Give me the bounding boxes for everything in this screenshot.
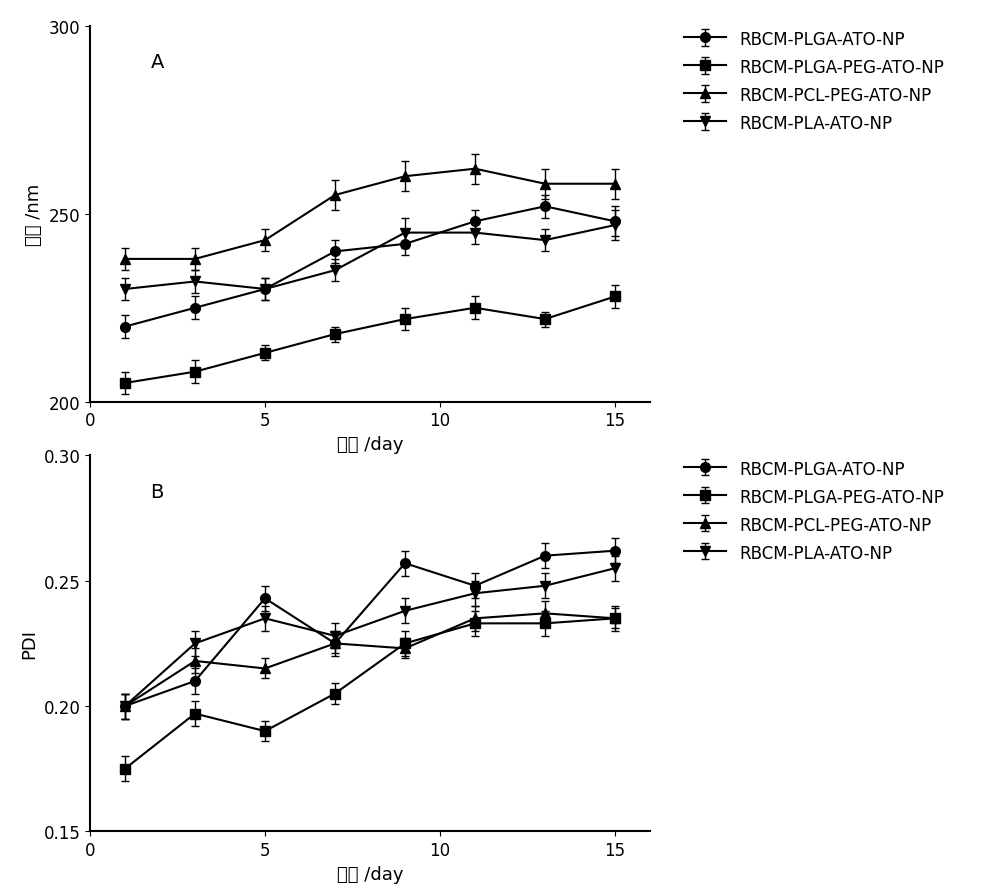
Legend: RBCM-PLGA-ATO-NP, RBCM-PLGA-PEG-ATO-NP, RBCM-PCL-PEG-ATO-NP, RBCM-PLA-ATO-NP: RBCM-PLGA-ATO-NP, RBCM-PLGA-PEG-ATO-NP, …: [681, 457, 947, 565]
X-axis label: 时间 /day: 时间 /day: [337, 435, 403, 453]
Y-axis label: 粒径 /nm: 粒径 /nm: [25, 183, 43, 246]
X-axis label: 时间 /day: 时间 /day: [337, 864, 403, 882]
Text: A: A: [151, 53, 164, 72]
Legend: RBCM-PLGA-ATO-NP, RBCM-PLGA-PEG-ATO-NP, RBCM-PCL-PEG-ATO-NP, RBCM-PLA-ATO-NP: RBCM-PLGA-ATO-NP, RBCM-PLGA-PEG-ATO-NP, …: [681, 28, 947, 136]
Text: B: B: [151, 482, 164, 502]
Y-axis label: PDI: PDI: [20, 628, 38, 659]
